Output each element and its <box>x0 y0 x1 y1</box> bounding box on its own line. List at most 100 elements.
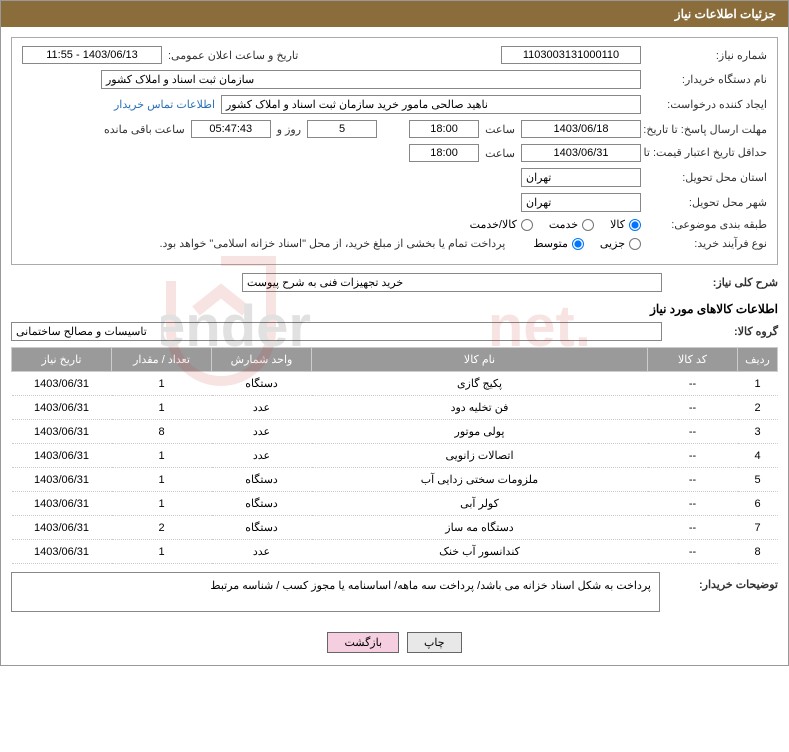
cell-name: اتصالات زانویی <box>312 444 648 468</box>
category-label: طبقه بندی موضوعی: <box>647 218 767 231</box>
process-note: پرداخت تمام یا بخشی از مبلغ خرید، از محل… <box>160 237 506 250</box>
table-row: 6--کولر آبیدستگاه11403/06/31 <box>12 492 778 516</box>
radio-goods-input[interactable] <box>629 219 641 231</box>
back-button[interactable]: بازگشت <box>327 632 399 653</box>
radio-goods[interactable]: کالا <box>610 218 641 231</box>
cell-date: 1403/06/31 <box>12 516 112 540</box>
cell-name: پکیج گازی <box>312 372 648 396</box>
items-table: ردیف کد کالا نام کالا واحد شمارش تعداد /… <box>11 347 778 564</box>
radio-service-input[interactable] <box>582 219 594 231</box>
cell-name: دستگاه مه ساز <box>312 516 648 540</box>
province-value: تهران <box>521 168 641 187</box>
buyer-note-value: پرداخت به شکل اسناد خزانه می باشد/ پرداخ… <box>11 572 660 612</box>
radio-mixed-input[interactable] <box>521 219 533 231</box>
cell-row: 5 <box>738 468 778 492</box>
row-deadline: مهلت ارسال پاسخ: تا تاریخ: 1403/06/18 سا… <box>22 120 767 138</box>
requester-value: ناهید صالحی مامور خرید سازمان ثبت اسناد … <box>221 95 641 114</box>
cell-name: پولی موتور <box>312 420 648 444</box>
details-panel: شماره نیاز: 1103003131000110 تاریخ و ساع… <box>11 37 778 265</box>
cell-qty: 1 <box>112 540 212 564</box>
cell-code: -- <box>648 516 738 540</box>
radio-medium[interactable]: متوسط <box>533 237 584 250</box>
th-date: تاریخ نیاز <box>12 348 112 372</box>
th-name: نام کالا <box>312 348 648 372</box>
cell-code: -- <box>648 444 738 468</box>
validity-hour-label: ساعت <box>485 147 515 160</box>
group-label: گروه کالا: <box>668 325 778 338</box>
table-row: 1--پکیج گازیدستگاه11403/06/31 <box>12 372 778 396</box>
row-process: نوع فرآیند خرید: جزیی متوسط پرداخت تمام … <box>22 237 767 250</box>
table-row: 2--فن تخلیه دودعدد11403/06/31 <box>12 396 778 420</box>
cell-unit: دستگاه <box>212 468 312 492</box>
deadline-hour: 18:00 <box>409 120 479 138</box>
requester-label: ایجاد کننده درخواست: <box>647 98 767 111</box>
th-unit: واحد شمارش <box>212 348 312 372</box>
province-label: استان محل تحویل: <box>647 171 767 184</box>
panel-header: جزئیات اطلاعات نیاز <box>1 1 788 27</box>
cell-qty: 2 <box>112 516 212 540</box>
radio-partial-input[interactable] <box>629 238 641 250</box>
row-category: طبقه بندی موضوعی: کالا خدمت کالا/خدمت <box>22 218 767 231</box>
cell-qty: 1 <box>112 444 212 468</box>
cell-code: -- <box>648 468 738 492</box>
cell-unit: دستگاه <box>212 372 312 396</box>
table-row: 8--کندانسور آب خنکعدد11403/06/31 <box>12 540 778 564</box>
table-row: 3--پولی موتورعدد81403/06/31 <box>12 420 778 444</box>
cell-unit: عدد <box>212 540 312 564</box>
cell-row: 3 <box>738 420 778 444</box>
panel-title: جزئیات اطلاعات نیاز <box>675 7 776 21</box>
cell-unit: عدد <box>212 420 312 444</box>
cell-code: -- <box>648 396 738 420</box>
buyer-contact-link[interactable]: اطلاعات تماس خریدار <box>114 98 215 111</box>
overall-label: شرح کلی نیاز: <box>668 276 778 289</box>
announce-value: 1403/06/13 - 11:55 <box>22 46 162 64</box>
overall-value: خرید تجهیزات فنی به شرح پیوست <box>242 273 662 292</box>
deadline-hour-label: ساعت <box>485 123 515 136</box>
radio-medium-input[interactable] <box>572 238 584 250</box>
radio-mixed-label: کالا/خدمت <box>470 218 517 231</box>
items-section-title: اطلاعات کالاهای مورد نیاز <box>11 302 778 316</box>
buyer-org-value: سازمان ثبت اسناد و املاک کشور <box>101 70 641 89</box>
cell-qty: 8 <box>112 420 212 444</box>
cell-row: 2 <box>738 396 778 420</box>
cell-unit: دستگاه <box>212 492 312 516</box>
row-group: گروه کالا: تاسیسات و مصالح ساختمانی <box>11 322 778 341</box>
content-area: شماره نیاز: 1103003131000110 تاریخ و ساع… <box>1 27 788 622</box>
deadline-label: مهلت ارسال پاسخ: تا تاریخ: <box>647 123 767 136</box>
buyer-note-label: توضیحات خریدار: <box>668 572 778 591</box>
radio-service-label: خدمت <box>549 218 578 231</box>
need-no-label: شماره نیاز: <box>647 49 767 62</box>
radio-mixed[interactable]: کالا/خدمت <box>470 218 533 231</box>
remaining-label: ساعت باقی مانده <box>104 123 185 136</box>
group-value: تاسیسات و مصالح ساختمانی <box>11 322 662 341</box>
table-row: 7--دستگاه مه سازدستگاه21403/06/31 <box>12 516 778 540</box>
th-row: ردیف <box>738 348 778 372</box>
cell-code: -- <box>648 540 738 564</box>
validity-label: حداقل تاریخ اعتبار قیمت: تا تاریخ: <box>647 146 767 160</box>
category-radios: کالا خدمت کالا/خدمت <box>470 218 641 231</box>
row-requester: ایجاد کننده درخواست: ناهید صالحی مامور خ… <box>22 95 767 114</box>
cell-qty: 1 <box>112 372 212 396</box>
cell-qty: 1 <box>112 492 212 516</box>
th-qty: تعداد / مقدار <box>112 348 212 372</box>
cell-date: 1403/06/31 <box>12 420 112 444</box>
cell-name: ملزومات سختی زدایی آب <box>312 468 648 492</box>
cell-row: 7 <box>738 516 778 540</box>
process-label: نوع فرآیند خرید: <box>647 237 767 250</box>
cell-row: 4 <box>738 444 778 468</box>
need-no-value: 1103003131000110 <box>501 46 641 64</box>
cell-row: 8 <box>738 540 778 564</box>
city-label: شهر محل تحویل: <box>647 196 767 209</box>
cell-unit: دستگاه <box>212 516 312 540</box>
radio-service[interactable]: خدمت <box>549 218 594 231</box>
validity-date: 1403/06/31 <box>521 144 641 162</box>
cell-date: 1403/06/31 <box>12 444 112 468</box>
deadline-date: 1403/06/18 <box>521 120 641 138</box>
buyer-org-label: نام دستگاه خریدار: <box>647 73 767 86</box>
city-value: تهران <box>521 193 641 212</box>
print-button[interactable]: چاپ <box>407 632 462 653</box>
th-code: کد کالا <box>648 348 738 372</box>
cell-code: -- <box>648 492 738 516</box>
table-row: 5--ملزومات سختی زدایی آبدستگاه11403/06/3… <box>12 468 778 492</box>
radio-partial[interactable]: جزیی <box>600 237 641 250</box>
